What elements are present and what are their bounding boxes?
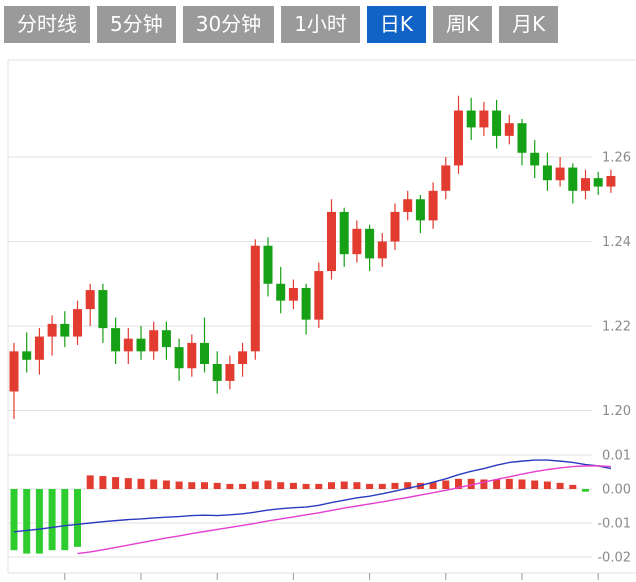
dif-line xyxy=(13,459,612,533)
svg-text:0.01: 0.01 xyxy=(602,449,631,464)
candles[interactable] xyxy=(9,95,616,419)
svg-text:1.26: 1.26 xyxy=(602,151,631,166)
tab-timeline[interactable]: 分时线 xyxy=(4,5,90,43)
svg-text:1.24: 1.24 xyxy=(602,235,631,250)
svg-text:-0.02: -0.02 xyxy=(597,551,631,566)
macd-axis-labels: 0.01 0.00 -0.01 -0.02 xyxy=(592,447,636,566)
tab-daily-k[interactable]: 日K xyxy=(366,5,427,43)
tab-monthly-k[interactable]: 月K xyxy=(499,5,559,43)
tab-1hour[interactable]: 1小时 xyxy=(281,5,360,43)
svg-text:0.00: 0.00 xyxy=(602,483,631,498)
price-axis-labels: 1.26 1.24 1.22 1.20 xyxy=(592,149,636,419)
svg-text:1.22: 1.22 xyxy=(602,320,631,335)
svg-text:1.20: 1.20 xyxy=(602,404,631,419)
gridlines xyxy=(7,59,636,574)
tab-30min[interactable]: 30分钟 xyxy=(182,5,275,43)
x-axis-ticks xyxy=(64,573,599,580)
tab-5min[interactable]: 5分钟 xyxy=(97,5,176,43)
candlestick-chart[interactable]: 1.26 1.24 1.22 1.20 0.01 0.00 -0.01 -0.02 xyxy=(0,48,636,582)
interval-tabbar: 分时线 5分钟 30分钟 1小时 日K 周K 月K xyxy=(0,0,636,48)
dea-line xyxy=(77,465,611,555)
svg-text:-0.01: -0.01 xyxy=(597,517,631,532)
tab-weekly-k[interactable]: 周K xyxy=(433,5,493,43)
